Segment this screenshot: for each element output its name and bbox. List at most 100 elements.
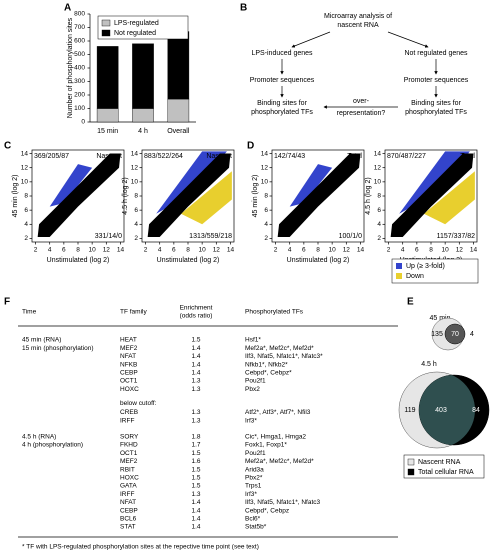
x-tick-label: 10 <box>329 247 337 254</box>
legend-swatch <box>407 468 415 476</box>
table-cell: SORY <box>120 434 139 441</box>
y-tick-label: 2 <box>24 235 28 242</box>
table-cell: OCT1 <box>120 378 138 385</box>
y-tick-label: 12 <box>374 164 382 171</box>
table-cell: Pou2f1 <box>245 450 266 457</box>
y-tick-label: 600 <box>74 38 85 45</box>
table-cell: HEAT <box>120 337 137 344</box>
venn-title: 45 min <box>429 315 450 322</box>
legend-swatch <box>101 19 111 27</box>
x-tick-label: 4 h <box>138 128 148 135</box>
table-cell: Nfkb1*, Nfkb2* <box>245 361 288 368</box>
annotation: 369/205/87 <box>34 153 69 160</box>
y-tick-label: 12 <box>21 164 29 171</box>
annotation: 1313/559/218 <box>189 233 232 240</box>
legend-swatch <box>396 273 402 279</box>
annotation: Nascent <box>206 153 232 160</box>
x-axis-label: Unstimulated (log 2) <box>157 257 220 264</box>
arrow <box>291 31 331 48</box>
x-tick-label: 14 <box>470 247 478 254</box>
diagram-node: Promoter sequences <box>404 77 469 84</box>
table-cell: GATA <box>120 483 137 490</box>
venn-count: 84 <box>472 407 480 414</box>
table-cell: 1.4 <box>191 524 200 531</box>
y-tick-label: 400 <box>74 65 85 72</box>
bar-segment <box>132 108 154 123</box>
x-tick-label: 6 <box>415 247 419 254</box>
table-cell: 1.8 <box>191 434 200 441</box>
venn-count: 4 <box>470 331 474 338</box>
diagram-link-label: over- <box>353 98 370 105</box>
table-cell: Trps1 <box>245 483 262 490</box>
table-time: 4.5 h (RNA) <box>22 434 56 441</box>
legend-box <box>391 258 479 284</box>
table-cell: Ilf3, Nfat5, Nfatc1*, Nfatc3 <box>245 499 321 506</box>
y-axis-label: 45 min (log 2) <box>12 175 19 218</box>
venn-count: 119 <box>404 407 415 414</box>
y-tick-label: 4 <box>377 221 381 228</box>
diagram-title: Microarray analysis of <box>324 13 392 20</box>
y-tick-label: 4 <box>134 221 138 228</box>
table-time: 15 min (phosphorylation) <box>22 345 94 352</box>
table-header: Enrichment <box>180 305 213 312</box>
table-cell: NFAT <box>120 499 136 506</box>
table-cell: Irf3* <box>245 417 257 424</box>
bar-segment <box>96 108 119 123</box>
annotation: 100/1/0 <box>339 233 362 240</box>
table-cell: Pbx2 <box>245 386 260 393</box>
x-tick-label: 6 <box>302 247 306 254</box>
y-tick-label: 8 <box>24 193 28 200</box>
table-cell: Pou2f1 <box>245 378 266 385</box>
annotation: Total <box>347 153 362 160</box>
table-cell: 1.3 <box>191 491 200 498</box>
y-tick-label: 500 <box>74 51 85 58</box>
arrow <box>387 31 429 48</box>
legend-swatch <box>396 263 402 269</box>
table-header: Time <box>22 309 37 316</box>
table-cell: 1.5 <box>191 483 200 490</box>
bar-segment <box>167 31 190 100</box>
x-tick-label: 8 <box>186 247 190 254</box>
table-cell: Foxk1, Foxp1* <box>245 442 287 449</box>
annotation: 883/522/264 <box>144 153 183 160</box>
footnote: * TF with LPS-regulated phosphorylation … <box>22 544 259 551</box>
table-cell: IRFF <box>120 491 134 498</box>
y-tick-label: 6 <box>24 207 28 214</box>
diagram-link-label: representation? <box>337 110 386 117</box>
table-cell: Arid3a <box>245 466 264 473</box>
down-cloud <box>423 171 475 225</box>
x-tick-label: 12 <box>213 247 221 254</box>
x-tick-label: 2 <box>144 247 148 254</box>
y-tick-label: 10 <box>261 179 269 186</box>
y-tick-label: 14 <box>374 150 382 157</box>
point-cloud <box>147 153 231 238</box>
y-axis-label: 4.5 h (log 2) <box>122 177 129 214</box>
annotation: Total <box>460 153 475 160</box>
panel-label: B <box>240 3 247 14</box>
y-tick-label: 2 <box>134 235 138 242</box>
table-cell: OCT1 <box>120 450 138 457</box>
x-tick-label: 8 <box>76 247 80 254</box>
panel-label: F <box>4 297 10 308</box>
x-tick-label: 6 <box>172 247 176 254</box>
legend-box <box>97 15 189 40</box>
table-cell: 1.3 <box>191 386 200 393</box>
table-header: (odds ratio) <box>180 313 213 320</box>
panel-label: E <box>407 297 414 308</box>
x-tick-label: 12 <box>456 247 464 254</box>
x-tick-label: 10 <box>442 247 450 254</box>
table-cell: Cebpd*, Cebpz* <box>245 370 292 377</box>
table-cell: FKHD <box>120 442 138 449</box>
venn-count: 70 <box>451 331 459 338</box>
x-tick-label: 8 <box>316 247 320 254</box>
venn-count: 403 <box>435 407 447 414</box>
y-tick-label: 14 <box>131 150 139 157</box>
table-cell: MEF2 <box>120 458 138 465</box>
x-tick-label: 12 <box>343 247 351 254</box>
y-tick-label: 14 <box>21 150 29 157</box>
table-cell: 1.5 <box>191 450 200 457</box>
x-tick-label: 4 <box>158 247 162 254</box>
y-axis-label: 45 min (log 2) <box>252 175 259 218</box>
x-tick-label: 2 <box>34 247 38 254</box>
table-cell: Bcl6* <box>245 516 261 523</box>
